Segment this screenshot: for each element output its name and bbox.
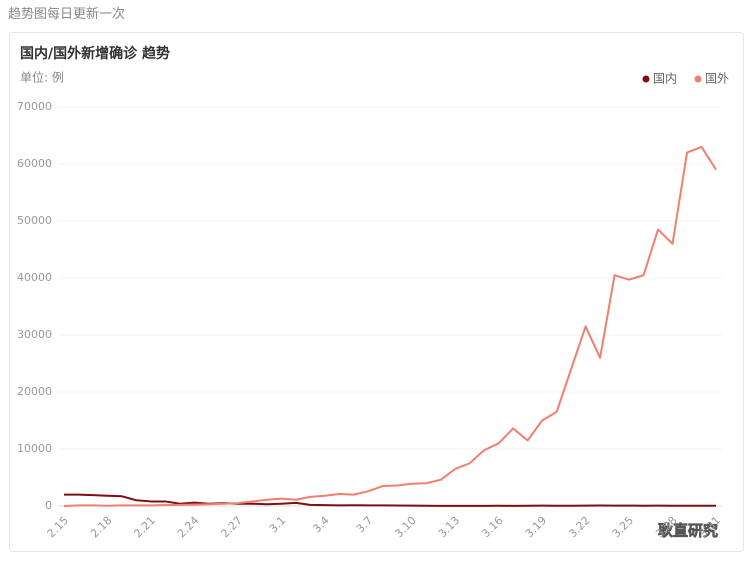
y-tick-label: 20000 [17,385,52,398]
x-tick-label: 3.4 [310,514,332,536]
chart-title: 国内/国外新增确诊 趋势 [20,45,170,62]
legend-marker [642,75,650,83]
series-line [64,493,716,507]
x-tick-label: 3.25 [610,514,637,541]
series-line [63,145,717,507]
x-tick-label: 3.10 [392,514,419,541]
unit-label: 单位: 例 [20,70,64,85]
y-tick-label: 0 [45,499,52,512]
x-tick-label: 3.13 [436,514,463,541]
x-tick-label: 2.24 [175,514,202,541]
legend-marker [694,75,702,83]
x-tick-label: 3.22 [566,514,593,541]
x-tick-label: 2.15 [45,514,72,541]
legend-label: 国内 [653,72,677,86]
y-tick-label: 70000 [17,100,52,113]
x-tick-label: 3.7 [354,514,376,536]
legend-label: 国外 [705,72,729,86]
y-tick-label: 10000 [17,442,52,455]
y-tick-label: 60000 [17,157,52,170]
y-tick-label: 50000 [17,214,52,227]
watermark: 耿直研究 [658,522,718,540]
x-tick-label: 2.27 [218,514,245,541]
x-tick-label: 2.21 [131,514,158,541]
y-tick-label: 40000 [17,271,52,284]
header: 趋势图每日更新一次 [8,7,126,22]
x-tick-label: 3.16 [479,514,506,541]
x-tick-label: 2.18 [88,514,115,541]
x-tick-label: 3.19 [523,514,550,541]
chart-card [9,32,744,552]
x-tick-label: 3.1 [267,514,289,536]
y-tick-label: 30000 [17,328,52,341]
